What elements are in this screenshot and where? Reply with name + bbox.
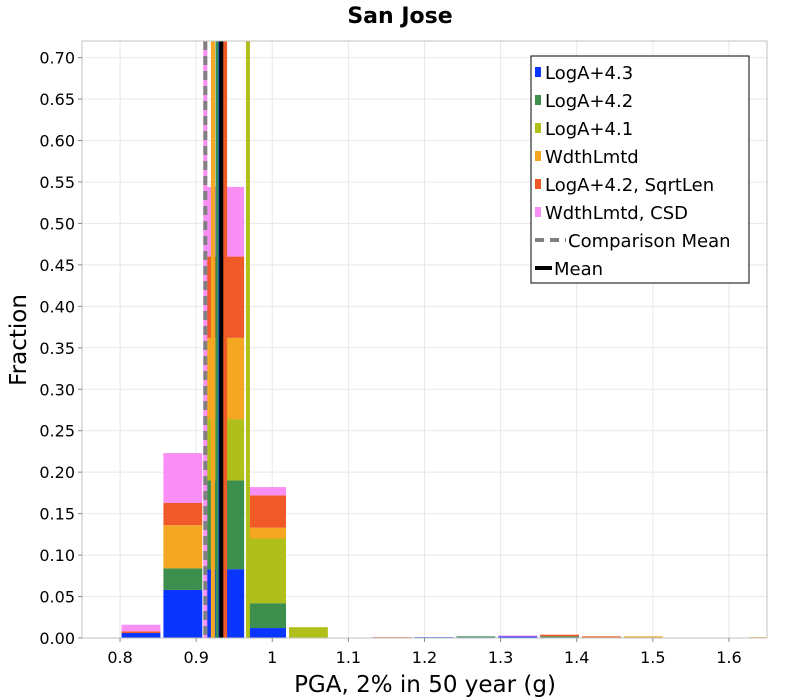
legend-label: LogA+4.1 (545, 119, 633, 140)
x-tick-label: 1 (267, 648, 277, 667)
bar-segment (540, 634, 580, 637)
bar-segment (247, 628, 286, 638)
legend-box (530, 55, 750, 284)
legend-swatch (535, 95, 541, 105)
y-tick-label: 0.50 (39, 214, 75, 233)
bar-segment (121, 624, 161, 632)
y-tick-label: 0.25 (39, 422, 75, 441)
bar-segment (456, 636, 496, 638)
x-tick-label: 1.6 (716, 648, 741, 667)
y-tick-label: 0.05 (39, 588, 75, 607)
bar-segment (121, 633, 161, 638)
bar-segment (163, 568, 203, 590)
bar-segment (247, 603, 286, 629)
legend-label: Mean (554, 259, 603, 280)
y-tick-label: 0.55 (39, 173, 75, 192)
bar-segment (163, 453, 203, 503)
bar-segment (163, 502, 203, 526)
legend-label: LogA+4.3 (545, 63, 633, 84)
bar-segment (247, 527, 286, 539)
x-axis-label: PGA, 2% in 50 year (g) (294, 672, 556, 698)
x-axis-ticks: 0.8 0.9 1 1.1 1.2 1.3 1.4 1.5 1.6 (107, 638, 742, 667)
y-axis-ticks: 0.00 0.05 0.10 0.15 0.20 0.25 0.30 0.35 0.40 0.45… (39, 49, 82, 648)
bar-segment (121, 631, 161, 634)
bar-segment (163, 589, 203, 638)
legend: LogA+4.3 LogA+4.2 LogA+4.1 WdthLmtd LogA+4.2… (530, 55, 750, 284)
legend-swatch (535, 179, 541, 189)
y-tick-label: 0.30 (39, 380, 75, 399)
y-tick-label: 0.65 (39, 90, 75, 109)
y-tick-label: 0.00 (39, 629, 75, 648)
x-tick-label: 0.9 (183, 648, 208, 667)
legend-label: Comparison Mean (568, 231, 731, 252)
x-tick-label: 0.8 (107, 648, 132, 667)
bar-segment (247, 495, 286, 528)
x-tick-label: 1.4 (564, 648, 589, 667)
bar-segment (582, 636, 621, 638)
x-tick-label: 1.3 (488, 648, 513, 667)
y-tick-label: 0.40 (39, 297, 75, 316)
y-tick-label: 0.35 (39, 339, 75, 358)
legend-label: LogA+4.2, SqrtLen (545, 175, 714, 196)
legend-swatch (535, 123, 541, 133)
y-tick-label: 0.20 (39, 463, 75, 482)
bar-segment (623, 636, 663, 638)
bar-segment (163, 525, 203, 569)
legend-label: WdthLmtd (545, 147, 639, 168)
mean-lines (203, 41, 250, 638)
y-tick-label: 0.45 (39, 256, 75, 275)
legend-label: WdthLmtd, CSD (545, 203, 688, 224)
bar-segment (247, 487, 286, 496)
legend-label: LogA+4.2 (545, 91, 633, 112)
y-axis-label: Fraction (6, 294, 32, 386)
y-tick-label: 0.60 (39, 132, 75, 151)
x-tick-label: 1.2 (412, 648, 437, 667)
bar-segment (540, 636, 580, 638)
chart-title: San Jose (347, 4, 452, 29)
y-tick-label: 0.10 (39, 546, 75, 565)
x-tick-label: 1.1 (336, 648, 361, 667)
bar-segment (498, 635, 538, 637)
y-tick-label: 0.15 (39, 505, 75, 524)
legend-swatch (535, 67, 541, 77)
x-tick-label: 1.5 (640, 648, 665, 667)
y-tick-label: 0.70 (39, 49, 75, 68)
bar-segment (289, 627, 328, 638)
legend-swatch (535, 207, 541, 217)
legend-swatch (535, 151, 541, 161)
bar-segment (247, 538, 286, 604)
bar-segment (498, 636, 538, 638)
